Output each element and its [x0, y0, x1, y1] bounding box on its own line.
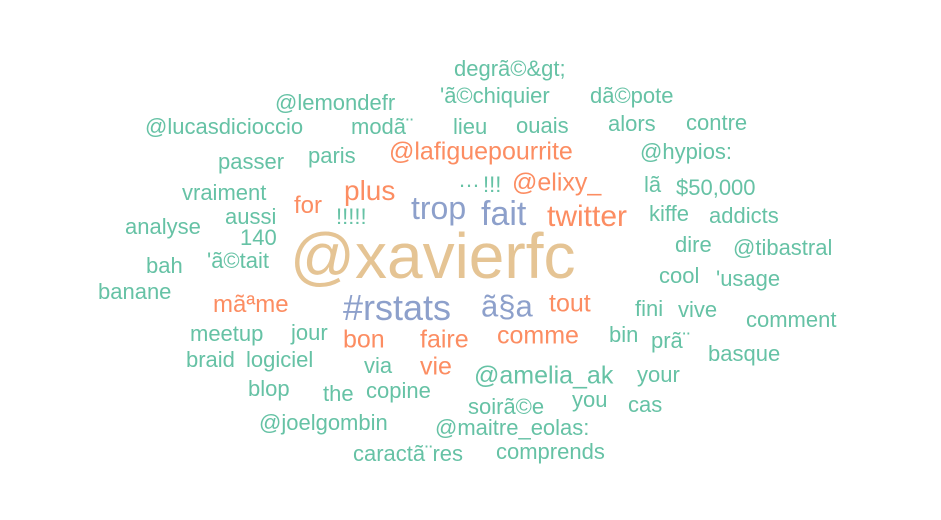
word-faire-11: faire [420, 325, 469, 354]
word-a-4: ã§a [481, 288, 533, 324]
word-cool-45: cool [659, 263, 700, 288]
word-cas-65: cas [628, 392, 663, 417]
word-paris-31: paris [308, 143, 356, 168]
word-tout-9: tout [549, 289, 591, 318]
word-tibastral-42: @tibastral [733, 235, 833, 260]
word-pr-54: prã¨ [651, 328, 691, 353]
word-caract-res-68: caractã¨res [353, 441, 464, 466]
word-contre-29: contre [686, 110, 748, 135]
word-symbol-19: … [458, 167, 480, 192]
word-jour-52: jour [291, 320, 328, 345]
word-copine-62: copine [366, 378, 431, 403]
word-twitter-5: twitter [547, 200, 628, 233]
word-maitre-eolas-67: @maitre_eolas: [435, 415, 590, 440]
word-mod-25: modã¨ [351, 114, 414, 139]
word-addicts-38: addicts [709, 203, 779, 228]
word-meetup-51: meetup [190, 321, 264, 346]
word-kiffe-37: kiffe [649, 201, 689, 226]
word-50-000-35: $50,000 [676, 175, 756, 200]
word-alors-28: alors [608, 111, 656, 136]
word-ouais-27: ouais [516, 113, 569, 138]
word-via-57: via [364, 353, 393, 378]
word-vraiment-33: vraiment [182, 180, 267, 205]
word-hypios-32: @hypios: [640, 139, 733, 164]
word-the-61: the [323, 381, 354, 406]
word-tait-44: 'ã©tait [207, 248, 269, 273]
word-comprends-69: comprends [496, 439, 605, 464]
word-plus-6: plus [344, 175, 396, 206]
word-vive-49: vive [678, 297, 718, 322]
word-banane-47: banane [98, 279, 172, 304]
word-logiciel-56: logiciel [246, 347, 314, 372]
word-your-59: your [637, 362, 680, 387]
word-trop-3: trop [411, 190, 467, 226]
word-xavierfc-0: @xavierfc [290, 220, 576, 292]
word-bin-53: bin [609, 322, 639, 347]
word-symbol-17: !!! [483, 172, 502, 197]
word-you-63: you [572, 387, 608, 412]
word-usage-46: 'usage [716, 266, 781, 291]
word-140-40: 140 [240, 225, 277, 250]
word-symbol-18: !!!!! [336, 204, 367, 229]
word-amelia-ak-16: @amelia_ak [474, 361, 614, 390]
word-l-34: lã [644, 172, 662, 197]
word-joelgombin-66: @joelgombin [259, 410, 388, 435]
word-comme-10: comme [497, 321, 579, 350]
word-lafiguepourrite-7: @lafiguepourrite [389, 137, 573, 166]
word-passer-30: passer [218, 149, 285, 174]
word-chiquier-21: 'ã©chiquier [440, 83, 550, 108]
word-soir-e-64: soirã©e [468, 394, 545, 419]
word-degr-gt-20: degrã©&gt; [454, 56, 566, 81]
word-lemondefr-23: @lemondefr [275, 90, 396, 115]
word-braid-55: braid [186, 347, 235, 372]
word-for-15: for [294, 192, 323, 219]
word-m-me-14: mãªme [213, 291, 289, 318]
word-lieu-26: lieu [453, 114, 488, 139]
word-basque-58: basque [708, 341, 781, 366]
word-fini-48: fini [635, 296, 664, 321]
word-d-pote-22: dã©pote [590, 83, 674, 108]
word-lucasdicioccio-24: @lucasdicioccio [145, 114, 304, 139]
word-aussi-36: aussi [225, 204, 277, 229]
word-vie-13: vie [420, 352, 452, 381]
word-comment-50: comment [746, 307, 837, 332]
word-fait-2: fait [481, 195, 527, 233]
word-analyse-39: analyse [125, 214, 201, 239]
word-dire-41: dire [675, 232, 712, 257]
word-bon-12: bon [343, 325, 385, 354]
word-elixy-8: @elixy_ [512, 168, 602, 197]
word-blop-60: blop [248, 376, 290, 401]
word-bah-43: bah [146, 253, 183, 278]
word-rstats-1: #rstats [343, 287, 452, 328]
